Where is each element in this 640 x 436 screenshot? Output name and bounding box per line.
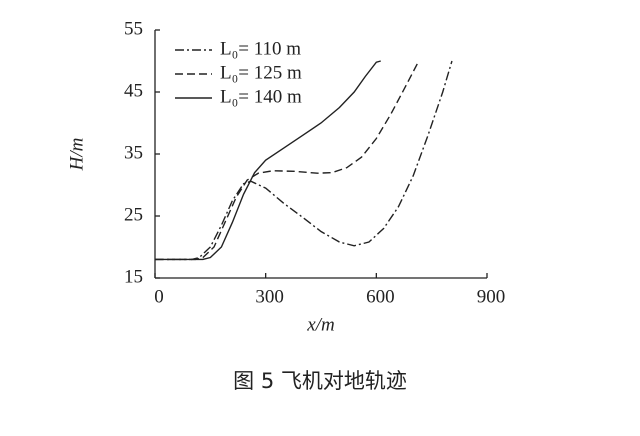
y-tick-label: 25 [124,204,143,225]
caption: 图 5 飞机对地轨迹 [233,369,407,393]
y-tick-label: 15 [124,266,143,287]
x-tick-label: 0 [154,286,164,307]
line [155,60,453,261]
y-tick-label: 45 [124,80,143,101]
x-tick-label: 300 [255,286,284,307]
legend-label: L₀= 125 m [220,62,302,83]
y-axis-label: H/m [66,138,87,172]
legend-label: L₀= 140 m [220,86,302,107]
y-tick-label: 35 [124,142,143,163]
line [155,60,420,261]
x-tick-label: 600 [366,286,395,307]
legend-label: L₀= 110 m [220,38,301,59]
x-tick-label: 900 [477,286,506,307]
y-tick-label: 55 [124,18,143,39]
line [155,60,381,261]
x-axis-label: x/m [306,314,334,335]
